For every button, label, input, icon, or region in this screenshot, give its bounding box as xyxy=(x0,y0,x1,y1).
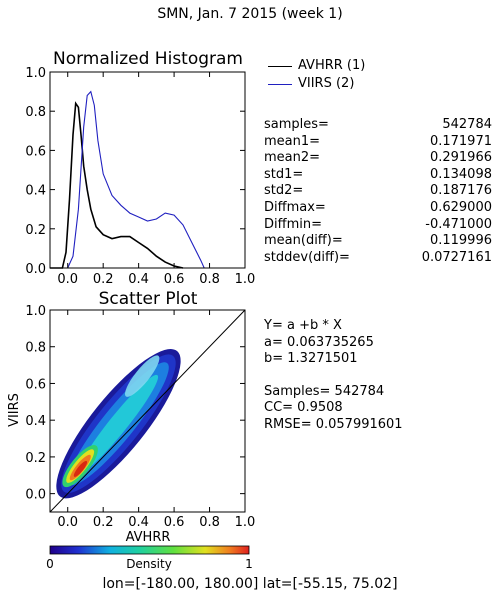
histogram-title: Normalized Histogram xyxy=(53,49,243,69)
density-layer xyxy=(124,355,160,397)
scatter-y-tick-label: 0.2 xyxy=(25,451,46,466)
colorbar-title: Density xyxy=(126,557,172,571)
legend-swatch-viirs xyxy=(268,83,292,85)
histogram-y-tick-label: 0.6 xyxy=(25,144,46,159)
histogram-y-tick-label: 1.0 xyxy=(25,66,46,81)
colorbar-min-label: 0 xyxy=(46,557,54,571)
legend: AVHRR (1) VIIRS (2) xyxy=(268,57,365,93)
scatter-x-tick-label: 0.8 xyxy=(199,515,220,530)
histogram-x-tick-label: 1.0 xyxy=(235,272,256,287)
stat-row: Diffmin= -0.471000 xyxy=(264,216,492,232)
density-layer xyxy=(78,374,159,473)
histogram-y-tick-label: 0.2 xyxy=(25,223,46,238)
scatter-x-tick-label: 0.2 xyxy=(93,515,114,530)
stat-row: std1= 0.134098 xyxy=(264,166,492,182)
histogram-x-tick-label: 0.0 xyxy=(57,272,78,287)
legend-label-viirs: VIIRS (2) xyxy=(298,76,355,91)
histogram-series-viirs xyxy=(50,90,210,269)
scatter-x-tick-label: 0.4 xyxy=(128,515,149,530)
stat-row: stddev(diff)= 0.0727161 xyxy=(264,249,492,265)
regression-samples: Samples= 542784 xyxy=(264,383,385,399)
legend-label-avhrr: AVHRR (1) xyxy=(298,58,366,73)
footer-coordinates: lon=[-180.00, 180.00] lat=[-55.15, 75.02… xyxy=(102,576,398,592)
scatter-x-label: AVHRR xyxy=(126,530,171,545)
density-cloud xyxy=(56,349,181,499)
regression-equation: Y= a +b * X xyxy=(264,318,342,333)
histogram-x-tick-label: 0.2 xyxy=(93,272,114,287)
regression-cc: CC= 0.9508 xyxy=(264,400,343,416)
reference-line xyxy=(49,309,246,513)
scatter-title: Scatter Plot xyxy=(99,289,198,309)
stat-row: mean(diff)= 0.119996 xyxy=(264,233,492,249)
scatter-y-tick-label: 0.8 xyxy=(25,341,46,356)
scatter-x-tick-label: 0.6 xyxy=(164,515,185,530)
stat-row: Diffmax= 0.629000 xyxy=(264,199,492,215)
histogram-y-tick-label: 0.0 xyxy=(25,262,46,277)
scatter-y-tick-label: 0.0 xyxy=(25,488,46,503)
histogram-x-tick-label: 0.8 xyxy=(199,272,220,287)
stat-row: mean2= 0.291966 xyxy=(264,150,492,166)
stat-row: std2= 0.187176 xyxy=(264,183,492,199)
scatter-x-tick-label: 0.0 xyxy=(57,515,78,530)
scatter-panel: Scatter Plot 0.0 0.2 0.4 0.6 0.8 1.0 0.0 0.2 0.4… xyxy=(7,289,255,545)
scatter-frame xyxy=(49,309,246,513)
density-core xyxy=(73,460,88,477)
scatter-y-label: VIIRS xyxy=(7,393,22,427)
scatter-y-tick-label: 0.6 xyxy=(25,377,46,392)
histogram-frame xyxy=(49,71,246,269)
regression-b: b= 1.3271501 xyxy=(264,351,358,367)
histogram-y-tick-label: 0.4 xyxy=(25,184,46,199)
regression-info: Y= a +b * X a= 0.063735265 b= 1.3271501 … xyxy=(264,318,403,434)
histogram-panel: Normalized Histogram 0.0 0.2 0.4 0.6 0.8 1.0 0… xyxy=(25,49,255,287)
colorbar-gradient xyxy=(49,545,250,555)
scatter-y-tick-label: 1.0 xyxy=(25,304,46,319)
regression-rmse: RMSE= 0.057991601 xyxy=(264,416,403,432)
legend-entry-viirs: VIIRS (2) xyxy=(268,75,365,93)
histogram-x-tick-label: 0.6 xyxy=(164,272,185,287)
legend-entry-avhrr: AVHRR (1) xyxy=(268,57,365,75)
scatter-y-tick-label: 0.4 xyxy=(25,414,46,429)
stat-row: samples= 542784 xyxy=(264,117,492,132)
colorbar-max-label: 1 xyxy=(245,557,253,571)
figure-title: SMN, Jan. 7 2015 (week 1) xyxy=(157,6,343,22)
stat-row: mean1= 0.171971 xyxy=(264,133,492,149)
scatter-x-tick-label: 1.0 xyxy=(235,515,256,530)
legend-swatch-avhrr xyxy=(268,65,292,67)
colorbar: 0 Density 1 xyxy=(46,545,253,571)
histogram-y-tick-label: 0.8 xyxy=(25,105,46,120)
histogram-x-tick-label: 0.4 xyxy=(128,272,149,287)
histogram-series-avhrr xyxy=(50,101,184,269)
regression-a: a= 0.063735265 xyxy=(264,334,374,350)
statistics-table: samples= 542784 mean1= 0.171971 mean2= 0.29… xyxy=(264,117,492,266)
